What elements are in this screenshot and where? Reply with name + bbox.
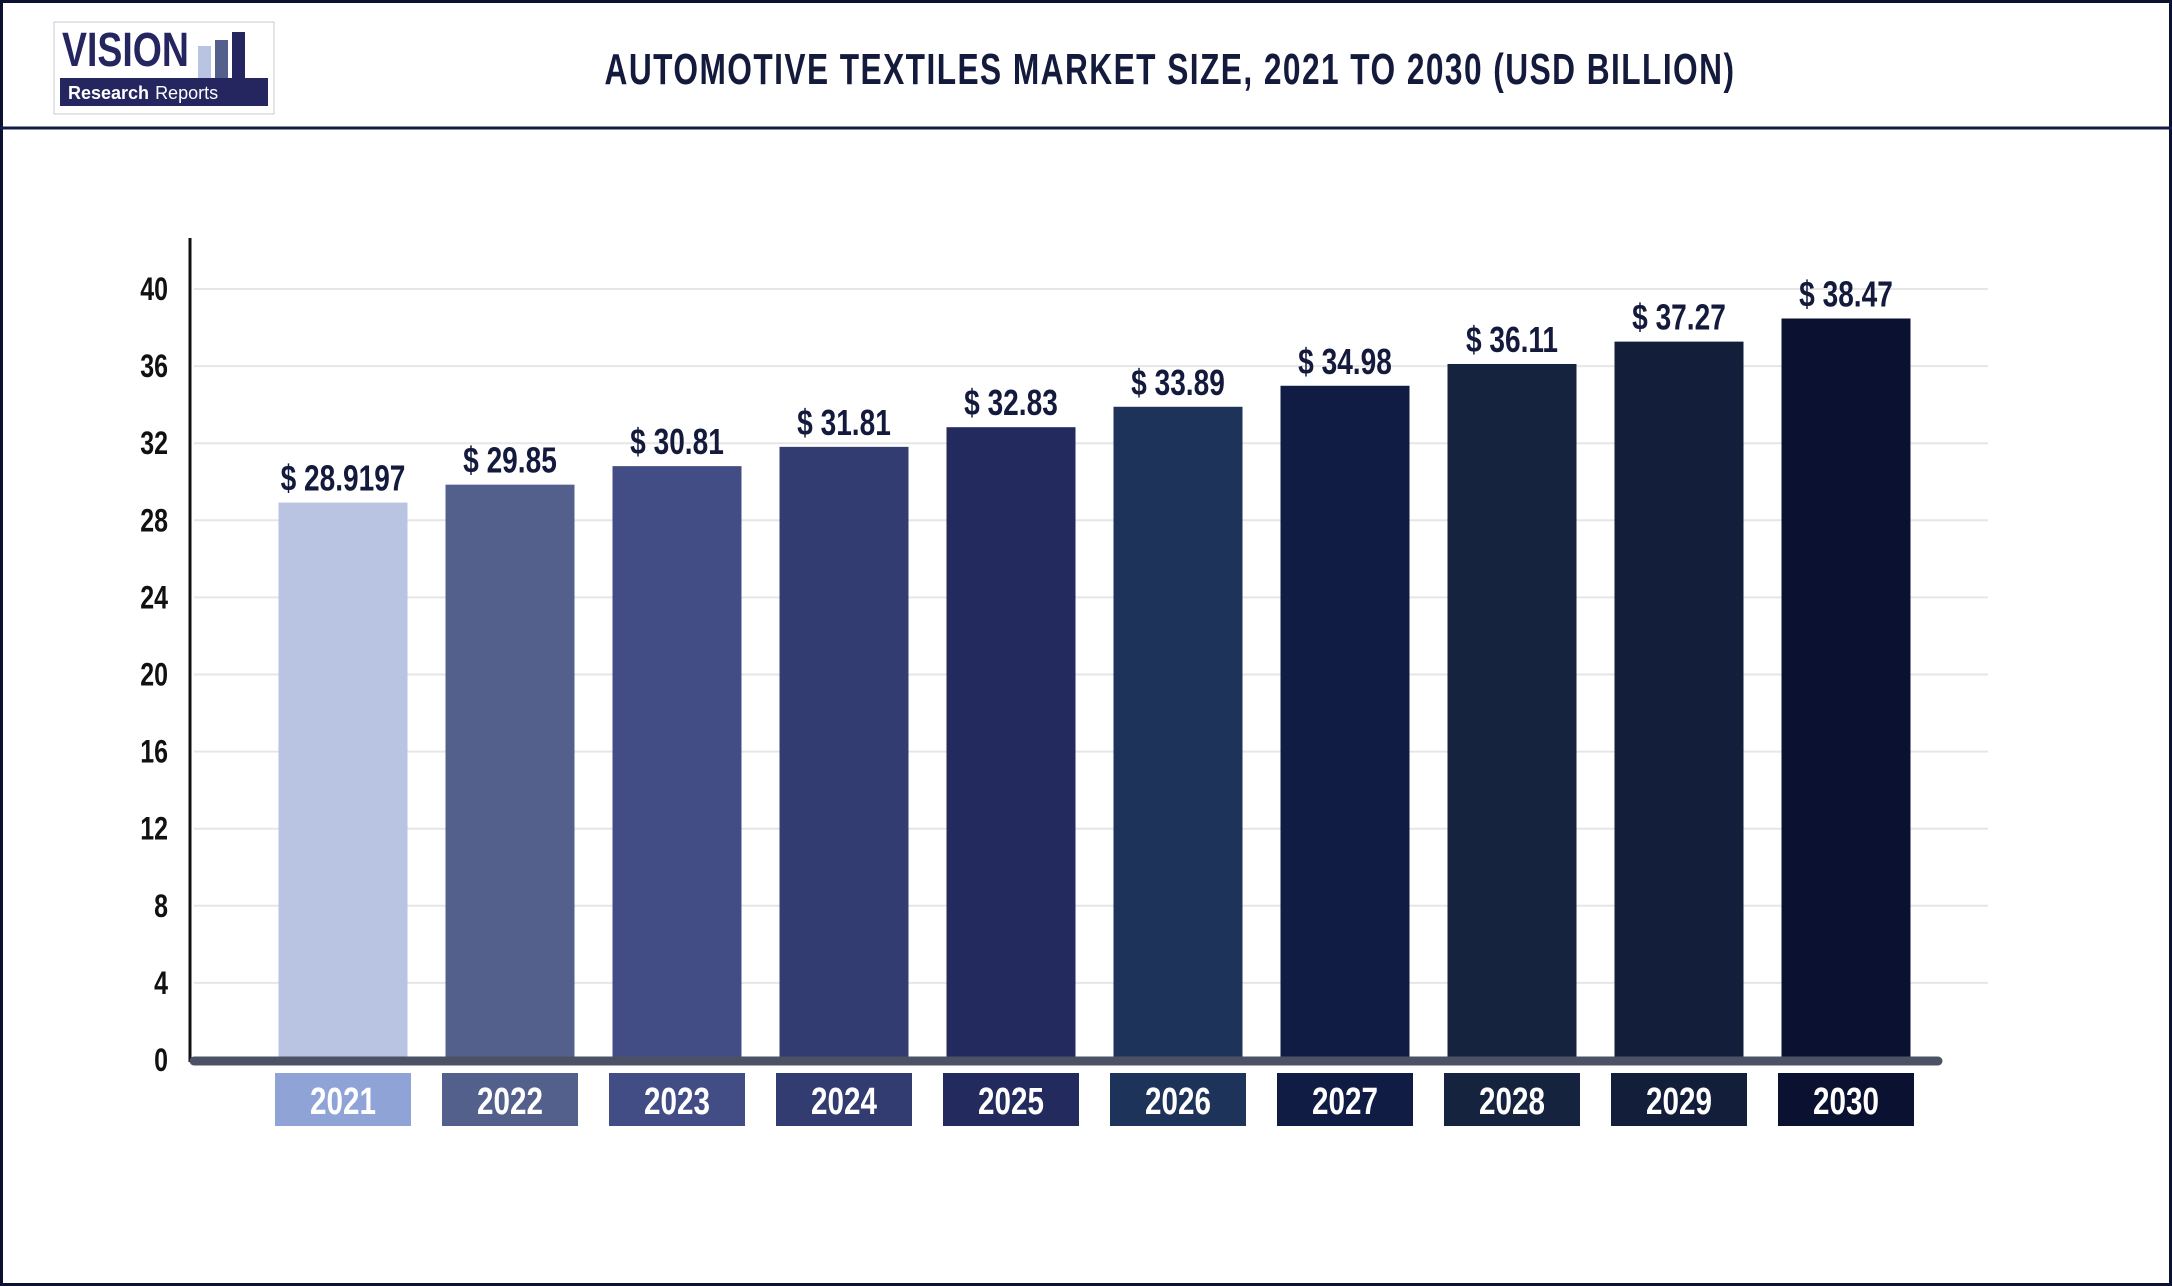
y-tick-label: 28 [140,503,168,539]
data-label: $ 32.83 [964,383,1058,423]
x-tick-label: 2022 [477,1081,543,1123]
logo-word: VISION [62,24,189,78]
x-label-box [1110,1073,1246,1126]
x-tick-label: 2028 [1479,1081,1545,1123]
bar-2025 [946,427,1076,1060]
y-tick-label: 8 [154,889,168,925]
x-tick-label: 2021 [310,1081,376,1123]
bar-2028 [1447,363,1577,1060]
y-tick-label: 16 [140,735,168,771]
data-label: $ 33.89 [1131,362,1225,402]
bar-2021 [278,502,408,1061]
x-tick-label: 2023 [644,1081,710,1123]
bar-2024 [779,446,909,1060]
bar-2022 [445,484,575,1060]
x-label-box [275,1073,411,1126]
data-label: $ 38.47 [1799,274,1893,314]
y-tick-label: 0 [154,1043,168,1079]
bar-2029 [1614,341,1744,1061]
data-label: $ 29.85 [463,440,557,480]
x-label-box [442,1073,578,1126]
bars: $ 28.9197 $ 29.85 $ 30.81 $ 31.81 $ 32.83 $ 3… [278,274,1911,1061]
x-tick-label: 2027 [1312,1081,1378,1123]
bar-2027 [1280,385,1410,1060]
x-tick-label: 2024 [811,1081,877,1123]
y-axis-ticks: 0 4 8 12 16 20 24 28 32 36 40 [140,272,168,1079]
x-tick-label: 2029 [1646,1081,1712,1123]
x-tick-label: 2030 [1813,1081,1879,1123]
x-label-box [943,1073,1079,1126]
data-label: $ 36.11 [1466,320,1558,360]
x-tick-label: 2025 [978,1081,1044,1123]
x-tick-label: 2026 [1145,1081,1211,1123]
logo-subtitle: Research Reports [68,83,218,103]
chart-title: AUTOMOTIVE TEXTILES MARKET SIZE, 2021 TO… [605,45,1736,94]
x-label-box [1611,1073,1747,1126]
logo: VISION Research Reports [53,21,275,115]
data-label: $ 37.27 [1632,297,1726,337]
x-label-box [1778,1073,1914,1126]
x-axis-labels: 2021 2022 2023 2024 2025 2026 2027 2028 2029 2030 [275,1073,1914,1126]
data-label: $ 30.81 [630,422,724,462]
y-tick-label: 40 [140,272,168,308]
data-label: $ 34.98 [1298,341,1392,381]
x-label-box [609,1073,745,1126]
y-tick-label: 20 [140,658,168,694]
data-label: $ 31.81 [797,403,891,443]
y-tick-label: 24 [140,581,168,617]
y-tick-label: 32 [140,426,168,462]
bar-2030 [1781,318,1911,1061]
y-tick-label: 12 [140,812,168,848]
x-label-box [1444,1073,1580,1126]
data-label: $ 28.9197 [281,458,406,498]
x-label-box [776,1073,912,1126]
y-tick-label: 4 [154,966,168,1002]
y-tick-label: 36 [140,349,168,385]
x-label-box [1277,1073,1413,1126]
bar-2023 [612,466,742,1061]
bar-2026 [1113,406,1243,1060]
